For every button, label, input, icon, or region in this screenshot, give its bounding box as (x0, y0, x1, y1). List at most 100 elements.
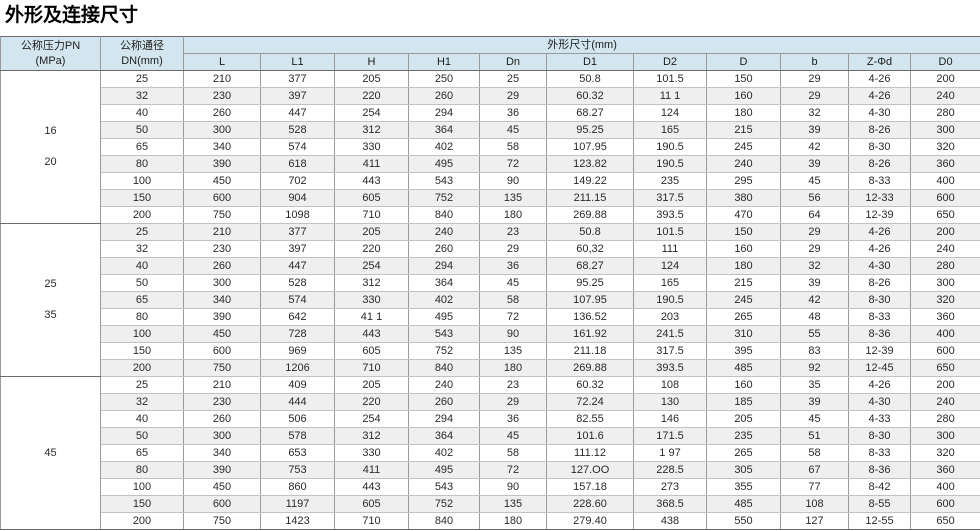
dimension-cell-D1: 161.92 (546, 325, 634, 343)
dimension-cell-D1: 107.95 (546, 291, 634, 309)
dn-cell: 25 (100, 376, 184, 394)
dimension-cell-Z-d: 8-30 (848, 427, 911, 445)
dimension-cell-L1: 578 (260, 427, 335, 445)
table-row: 50 300 578 312 364 45 101.6 171.5 235 51 8-30 300 (1, 427, 980, 445)
dimension-cell-H: 411 (334, 461, 409, 479)
dimension-cell-b: 127 (780, 512, 849, 530)
dimension-cell-L: 750 (183, 512, 261, 530)
dimension-cell-D: 295 (706, 172, 781, 190)
dimension-cell-Z-d: 8-33 (848, 308, 911, 326)
dimension-cell-H: 205 (334, 70, 409, 88)
dimension-cell-D2: 273 (633, 478, 707, 496)
dimension-cell-Z-d: 8-30 (848, 291, 911, 309)
col-header-D0: D0 (909, 53, 980, 71)
dimension-table: 公称压力PN (MPa) 公称通径 DN(mm) 外形尺寸(mm) L L1 H H1… (0, 36, 980, 530)
dimension-cell-H: 443 (334, 172, 409, 190)
dimension-cell-L: 230 (183, 240, 261, 258)
dimension-cell-L: 450 (183, 172, 261, 190)
dimension-cell-b: 35 (780, 376, 849, 394)
table-row: 65 340 653 330 402 58 111.12 1 97 265 58 8-33 320 (1, 444, 980, 462)
dimension-cell-D: 395 (706, 342, 781, 360)
dimension-cell-D1: 111.12 (546, 444, 634, 462)
dimension-cell-Z-d: 12-33 (848, 189, 911, 207)
table-row: 40 260 447 254 294 36 68.27 124 180 32 4-30 280 (1, 104, 980, 122)
page-title: 外形及连接尺寸 (5, 4, 139, 26)
dimension-cell-H1: 543 (408, 478, 480, 496)
dimension-cell-D2: 165 (633, 121, 707, 139)
dimension-cell-Z-d: 12-55 (848, 512, 911, 530)
dimension-cell-Dn: 29 (479, 240, 547, 258)
dimension-cell-Dn: 90 (479, 325, 547, 343)
dn-cell: 100 (100, 478, 184, 496)
dimension-cell-L: 390 (183, 155, 261, 173)
dimension-cell-H: 220 (334, 240, 409, 258)
dimension-cell-L1: 702 (260, 172, 335, 190)
dimension-cell-L1: 574 (260, 291, 335, 309)
dn-cell: 25 (100, 70, 184, 88)
dimension-cell-L: 390 (183, 308, 261, 326)
dimension-cell-D2: 124 (633, 257, 707, 275)
dn-cell: 50 (100, 121, 184, 139)
dimension-cell-D: 180 (706, 104, 781, 122)
dimension-cell-H: 254 (334, 410, 409, 428)
dimension-cell-Dn: 72 (479, 461, 547, 479)
dimension-cell-D1: 157.18 (546, 478, 634, 496)
dimension-cell-D: 205 (706, 410, 781, 428)
dimension-cell-Z-d: 4-26 (848, 376, 911, 394)
dimension-cell-b: 39 (780, 274, 849, 292)
dimension-cell-D: 150 (706, 70, 781, 88)
dn-cell: 65 (100, 444, 184, 462)
dimension-cell-D0: 280 (909, 104, 980, 122)
dimension-cell-L: 300 (183, 121, 261, 139)
dimension-cell-b: 32 (780, 104, 849, 122)
dimension-cell-L1: 528 (260, 121, 335, 139)
dimension-cell-L1: 618 (260, 155, 335, 173)
dimension-cell-D1: 127.OO (546, 461, 634, 479)
table-row: 80 390 753 411 495 72 127.OO 228.5 305 67 8-36 360 (1, 461, 980, 479)
table-row: 150 600 1197 605 752 135 228.60 368.5 485 108 8-55… (1, 495, 980, 513)
col-header-Z-d: Z-Φd (848, 53, 911, 71)
dimension-cell-H1: 294 (408, 410, 480, 428)
dimension-cell-b: 42 (780, 138, 849, 156)
dn-cell: 200 (100, 206, 184, 224)
pressure-value: 25 (44, 278, 57, 290)
table-row: 100 450 860 443 543 90 157.18 273 355 77 8-42 400 (1, 478, 980, 496)
dn-cell: 40 (100, 104, 184, 122)
dimension-cell-D2: 190.5 (633, 155, 707, 173)
dimension-cell-L: 390 (183, 461, 261, 479)
dimension-cell-Z-d: 8-36 (848, 325, 911, 343)
dimension-cell-Z-d: 8-30 (848, 138, 911, 156)
dn-cell: 150 (100, 189, 184, 207)
dimension-cell-L: 260 (183, 104, 261, 122)
dimension-cell-D1: 72.24 (546, 393, 634, 411)
pressure-value: 45 (44, 446, 57, 459)
dimension-cell-H1: 240 (408, 223, 480, 241)
dimension-cell-H: 710 (334, 359, 409, 377)
dimension-cell-Z-d: 8-26 (848, 121, 911, 139)
dn-cell: 40 (100, 410, 184, 428)
dimension-cell-D1: 269.88 (546, 359, 634, 377)
col-header-D: D (706, 53, 781, 71)
dimension-cell-H: 605 (334, 495, 409, 513)
dimension-cell-D2: 317.5 (633, 189, 707, 207)
table-row: 150 600 904 605 752 135 211.15 317.5 380 56 12-33 6… (1, 189, 980, 207)
dimension-cell-Dn: 180 (479, 359, 547, 377)
dimension-cell-b: 39 (780, 155, 849, 173)
dimension-cell-Z-d: 8-26 (848, 155, 911, 173)
dimension-cell-D2: 241.5 (633, 325, 707, 343)
dimension-cell-D2: 101.5 (633, 223, 707, 241)
dimension-cell-D0: 600 (909, 189, 980, 207)
dimension-cell-H1: 364 (408, 121, 480, 139)
dimension-cell-D0: 280 (909, 257, 980, 275)
dimension-cell-b: 32 (780, 257, 849, 275)
dimension-cell-D2: 317.5 (633, 342, 707, 360)
pressure-group-cell: 45 (0, 376, 101, 530)
dn-cell: 32 (100, 240, 184, 258)
dimension-cell-H1: 752 (408, 342, 480, 360)
dimension-cell-H: 312 (334, 121, 409, 139)
dimension-cell-D1: 211.18 (546, 342, 634, 360)
table-row: 80 390 618 411 495 72 123.82 190.5 240 39 8-26 360 (1, 155, 980, 173)
dimension-cell-D2: 111 (633, 240, 707, 258)
dn-cell: 100 (100, 172, 184, 190)
dimension-cell-H1: 240 (408, 376, 480, 394)
